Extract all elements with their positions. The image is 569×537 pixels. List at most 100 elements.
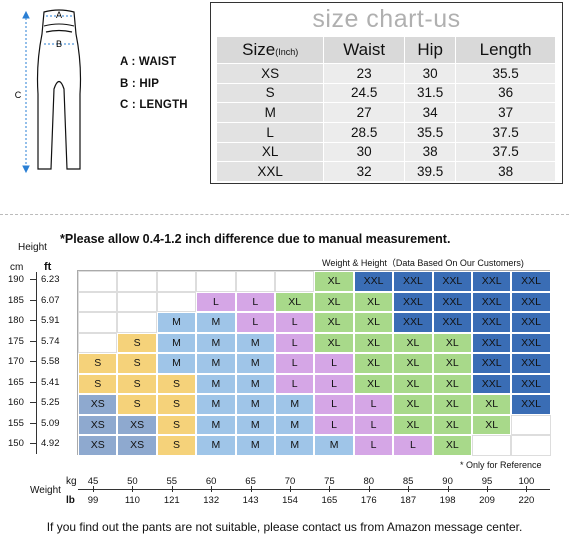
grid-cell: M xyxy=(235,394,275,415)
height-tick xyxy=(30,320,36,322)
size-cell: XXL xyxy=(215,161,325,182)
weight-kg-label: 70 xyxy=(284,476,296,487)
size-row: S 24.5 31.5 36 xyxy=(215,82,556,104)
height-tick xyxy=(30,340,36,342)
weight-axis-line xyxy=(78,489,550,490)
size-cell: M xyxy=(215,102,325,123)
grid-cell: XXL xyxy=(432,291,472,312)
grid-cell: XXL xyxy=(472,271,512,292)
weight-kg-label: 45 xyxy=(87,476,99,487)
header-waist: Waist xyxy=(323,36,405,64)
weight-lb-label: 154 xyxy=(282,495,298,506)
chart-subtitle: Weight & Height（Data Based On Our Custom… xyxy=(322,258,524,268)
height-ft-label: 5.41 xyxy=(41,376,60,388)
weight-lb-label: 99 xyxy=(87,495,99,506)
grid-cell xyxy=(78,291,118,312)
hip-cell: 34 xyxy=(403,102,457,123)
height-cm-label: 180 xyxy=(8,315,24,327)
grid-cell: L xyxy=(275,332,315,353)
grid-cell: M xyxy=(196,373,236,394)
height-cm-label: 155 xyxy=(8,417,24,429)
height-cm-label: 190 xyxy=(8,274,24,286)
weight-lb-label: 220 xyxy=(518,495,535,506)
length-cell: 35.5 xyxy=(455,63,556,84)
grid-cell: XL xyxy=(432,414,472,435)
weight-lb-label: 198 xyxy=(439,495,456,506)
grid-cell: XXL xyxy=(393,291,433,312)
grid-cell: L xyxy=(314,414,354,435)
hip-cell: 39.5 xyxy=(403,161,457,182)
grid-cell: XL xyxy=(314,312,354,333)
grid-cell: XXL xyxy=(511,353,551,374)
weight-kg-label: 100 xyxy=(518,476,535,487)
size-grid: XL XXL XXL XXL XXL XXL L L XL XL XL XXL XXL XXL XXL M M L… xyxy=(77,270,551,456)
grid-cell: XL xyxy=(472,414,512,435)
size-cell: XL xyxy=(215,141,325,163)
grid-cell: M xyxy=(196,394,236,415)
grid-cell: XL xyxy=(432,394,472,415)
height-cm-label: 150 xyxy=(8,438,24,450)
legend-length: C : LENGTH xyxy=(120,99,188,111)
waist-cell: 28.5 xyxy=(323,121,405,143)
hip-cell: 35.5 xyxy=(403,121,457,143)
height-tick xyxy=(30,443,36,445)
grid-cell xyxy=(156,271,197,292)
grid-cell xyxy=(511,435,551,456)
size-table-header-row: Size(Inch) Waist Hip Length xyxy=(215,36,556,64)
reference-note: * Only for Reference xyxy=(460,460,542,470)
size-row: XL 30 38 37.5 xyxy=(215,141,556,163)
size-cell: L xyxy=(215,121,325,143)
grid-cell: XL xyxy=(314,291,354,312)
grid-cell: L xyxy=(235,291,275,312)
grid-cell: M xyxy=(314,435,354,456)
grid-cell: L xyxy=(235,312,275,333)
weight-tick xyxy=(290,486,291,492)
grid-cell: S xyxy=(156,373,197,394)
grid-cell: XL xyxy=(393,394,433,415)
waist-cell: 30 xyxy=(323,141,405,163)
height-label: Height xyxy=(18,242,47,253)
grid-cell: XXL xyxy=(511,291,551,312)
size-chart: size chart-us Size(Inch) Waist Hip Lengt… xyxy=(210,2,563,184)
size-row: XXL 32 39.5 38 xyxy=(215,161,556,182)
height-cm-label: 160 xyxy=(8,397,24,409)
grid-cell: XL xyxy=(353,332,394,353)
legend-hip: B : HIP xyxy=(120,78,160,90)
weight-tick xyxy=(408,486,410,492)
grid-cell: L xyxy=(196,291,236,312)
grid-cell: XXL xyxy=(472,332,512,353)
grid-cell xyxy=(78,271,118,292)
grid-cell xyxy=(511,414,551,435)
grid-cell: XXL xyxy=(511,332,551,353)
grid-cell: XXL xyxy=(511,373,551,394)
grid-cell: M xyxy=(275,414,315,435)
grid-cell: S xyxy=(117,353,157,374)
mark-b: B xyxy=(56,39,62,49)
grid-cell: S xyxy=(156,414,197,435)
grid-cell: XL xyxy=(275,291,315,312)
grid-cell: XL xyxy=(432,353,472,374)
height-tick xyxy=(30,422,36,424)
grid-cell: S xyxy=(156,394,197,415)
length-cell: 36 xyxy=(455,82,556,104)
length-cell: 37 xyxy=(455,102,556,123)
weight-kg-label: 60 xyxy=(205,476,217,487)
weight-lb-label: 176 xyxy=(360,495,377,506)
header-hip: Hip xyxy=(403,36,457,64)
height-tick xyxy=(30,299,36,301)
weight-kg-label: 95 xyxy=(481,476,493,487)
length-cell: 37.5 xyxy=(455,141,556,163)
hip-cell: 31.5 xyxy=(403,82,457,104)
height-ft-label: 5.91 xyxy=(41,315,60,327)
grid-cell: M xyxy=(275,394,315,415)
height-tick xyxy=(30,279,36,281)
grid-cell: XS xyxy=(117,414,157,435)
grid-cell xyxy=(117,312,157,333)
grid-cell: L xyxy=(275,353,315,374)
weight-kg-label: 65 xyxy=(245,476,256,487)
height-ft-label: 5.09 xyxy=(41,417,60,429)
grid-cell: S xyxy=(78,353,118,374)
grid-cell: M xyxy=(275,435,315,456)
grid-cell: XL xyxy=(432,435,472,456)
weight-tick xyxy=(250,486,252,492)
